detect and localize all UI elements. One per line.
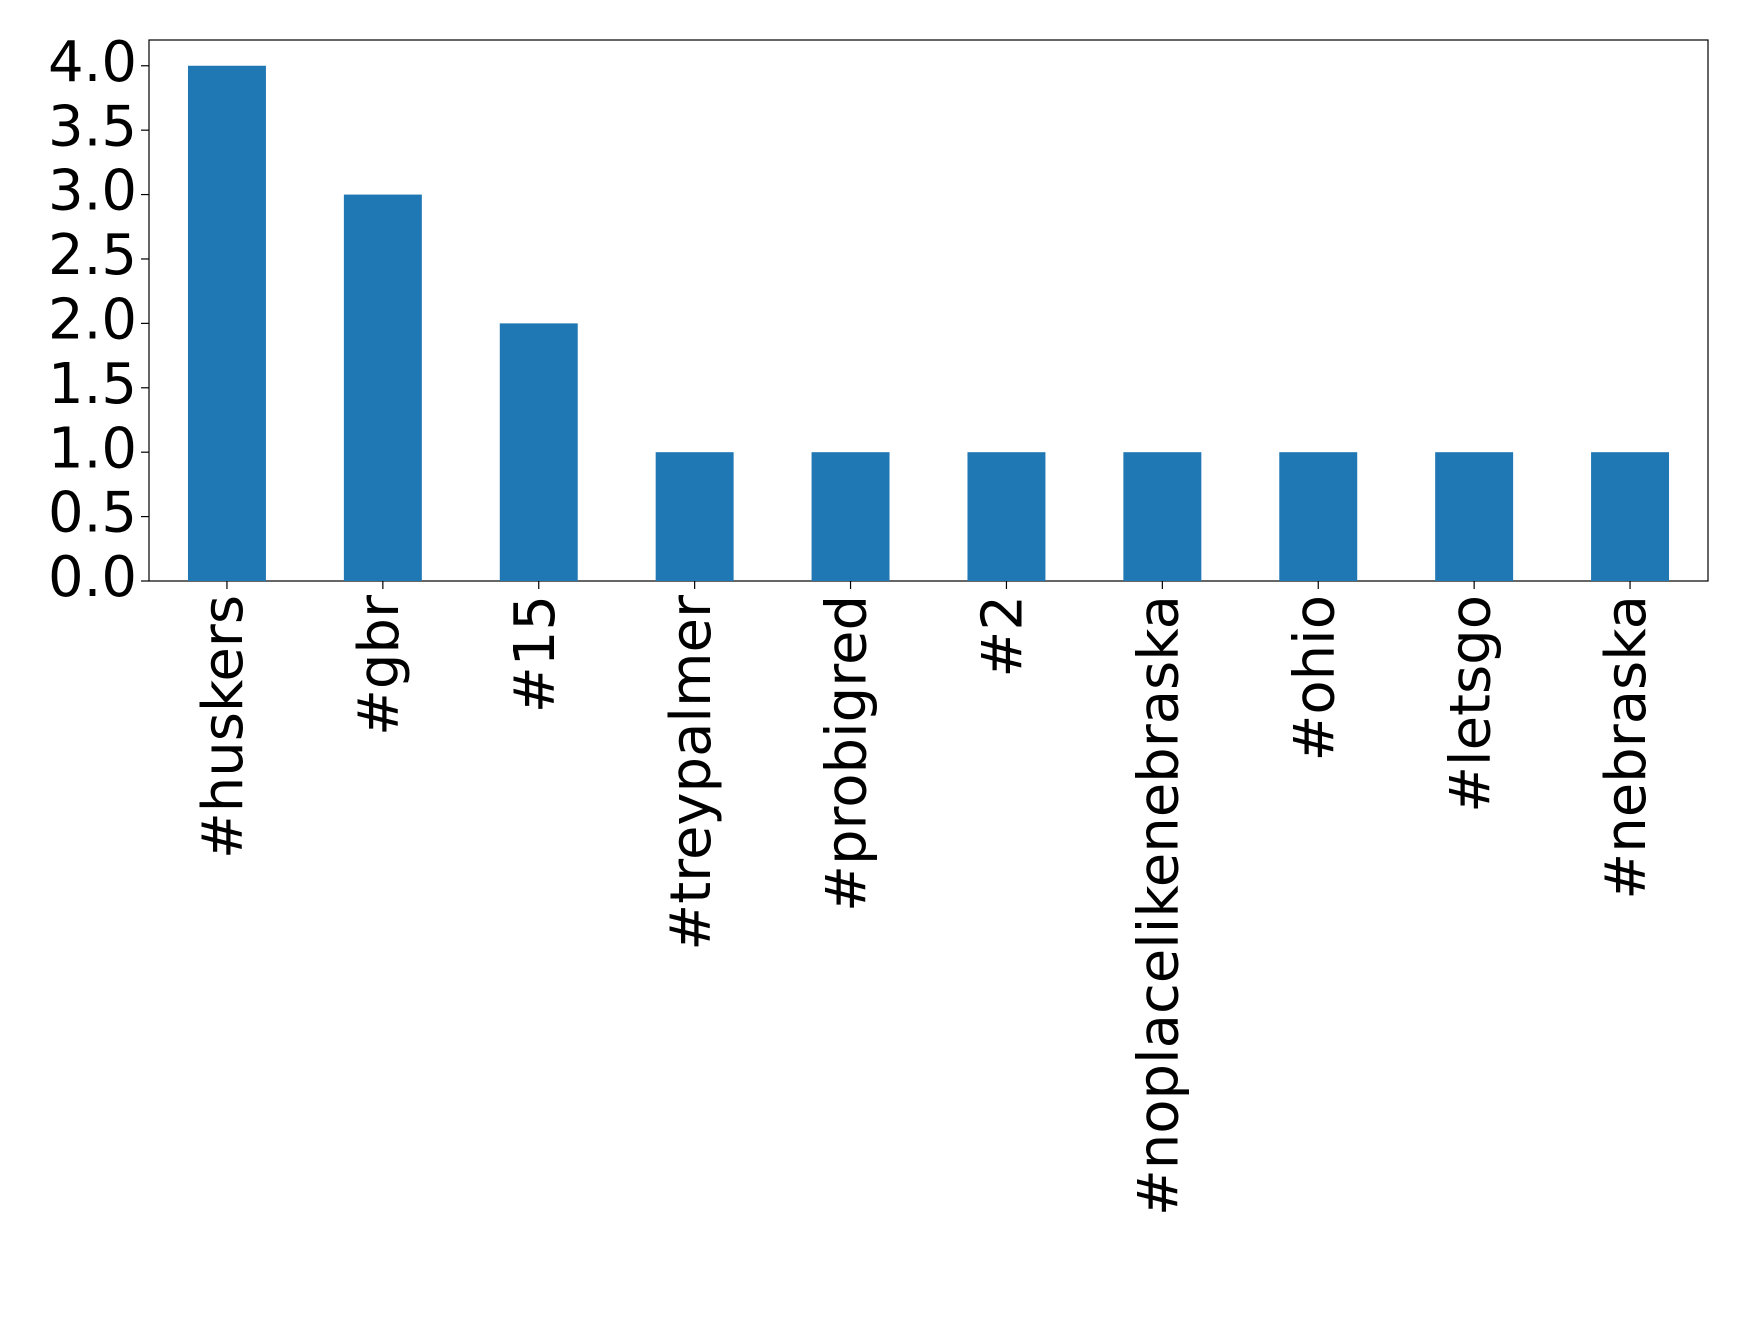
y-tick-label: 1.5	[48, 352, 137, 417]
bar	[1279, 452, 1358, 581]
bar	[811, 452, 890, 581]
y-tick-label: 3.0	[48, 159, 137, 224]
x-tick-label: #treypalmer	[659, 594, 724, 951]
x-tick-label: #noplacelikenebraska	[1126, 595, 1191, 1216]
y-tick-label: 3.5	[48, 94, 137, 159]
x-tick-label: #probigred	[815, 595, 880, 912]
y-tick-label: 1.0	[48, 416, 137, 481]
y-tick-label: 4.0	[48, 30, 137, 95]
bar	[1591, 452, 1670, 581]
y-tick-label: 2.0	[48, 288, 137, 353]
y-tick-label: 2.5	[48, 223, 137, 288]
y-tick-label: 0.0	[48, 545, 137, 610]
bar	[499, 323, 578, 581]
bar	[1123, 452, 1202, 581]
bar	[967, 452, 1046, 581]
x-tick-label: #letsgo	[1438, 595, 1503, 813]
y-tick-label: 0.5	[48, 481, 137, 546]
bar	[1435, 452, 1514, 581]
x-tick-label: #ohio	[1282, 595, 1347, 762]
x-tick-label: #nebraska	[1594, 595, 1659, 900]
bar	[187, 65, 266, 581]
bar	[343, 194, 422, 582]
bar	[655, 452, 734, 581]
x-tick-label: #15	[503, 595, 568, 713]
x-tick-label: #gbr	[347, 594, 412, 736]
x-tick-label: #huskers	[191, 595, 256, 859]
x-tick-label: #2	[971, 595, 1036, 678]
plot-frame	[148, 39, 1709, 582]
